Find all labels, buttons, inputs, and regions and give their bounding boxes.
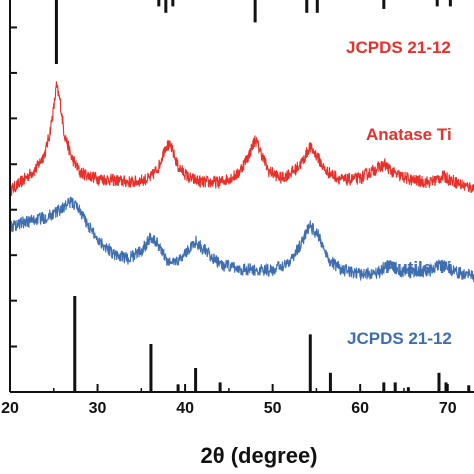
x-tick-label-70: 70 <box>439 400 457 417</box>
top-ref-label: JCPDS 21-12 <box>346 38 451 57</box>
axes-group: 20 30 40 50 60 70 <box>1 0 474 417</box>
trace-rutile-ti <box>10 196 474 283</box>
traces-group <box>10 81 474 283</box>
x-tick-label-60: 60 <box>351 400 369 417</box>
x-tick-label-40: 40 <box>176 400 194 417</box>
bottom-ref-label: JCPDS 21-12 <box>347 329 452 348</box>
x-tick-label-30: 30 <box>89 400 107 417</box>
x-tick-label-20: 20 <box>1 400 19 417</box>
trace-anatase-ti <box>10 81 474 197</box>
x-tick-label-50: 50 <box>264 400 282 417</box>
series-labels-group: JCPDS 21-12 Anatase Ti Rutile Ti JCPDS 2… <box>346 38 452 348</box>
rutile-label: Rutile Ti <box>385 258 452 277</box>
x-axis-title: 2θ (degree) <box>200 443 317 468</box>
anatase-label: Anatase Ti <box>366 125 452 144</box>
reference-sticks-group <box>54 0 471 392</box>
